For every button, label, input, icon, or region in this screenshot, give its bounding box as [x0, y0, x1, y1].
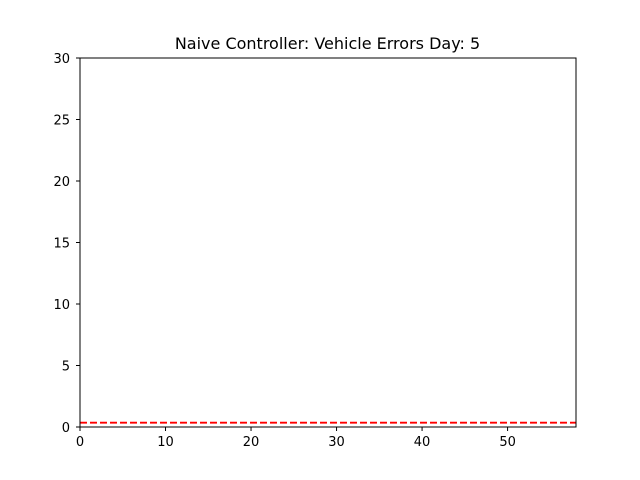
plot-frame: [79, 57, 577, 428]
chart-title: Naive Controller: Vehicle Errors Day: 5: [175, 34, 480, 53]
x-tick-label: 30: [328, 435, 345, 450]
y-tick-label: 10: [53, 298, 70, 313]
y-tick-label: 5: [62, 360, 70, 375]
y-tick-label: 0: [62, 421, 70, 436]
x-axis: 0 10 20 30 40 50: [76, 427, 516, 450]
y-tick-label: 15: [53, 237, 70, 252]
x-tick-label: 0: [76, 435, 84, 450]
x-tick-label: 10: [157, 435, 174, 450]
x-tick-label: 40: [414, 435, 431, 450]
x-tick-label: 50: [499, 435, 516, 450]
y-tick-label: 20: [53, 175, 70, 190]
x-tick-label: 20: [243, 435, 260, 450]
y-tick-label: 25: [53, 114, 70, 129]
y-tick-label: 30: [53, 52, 70, 67]
y-axis: 0 5 10 15 20 25 30: [53, 52, 80, 436]
